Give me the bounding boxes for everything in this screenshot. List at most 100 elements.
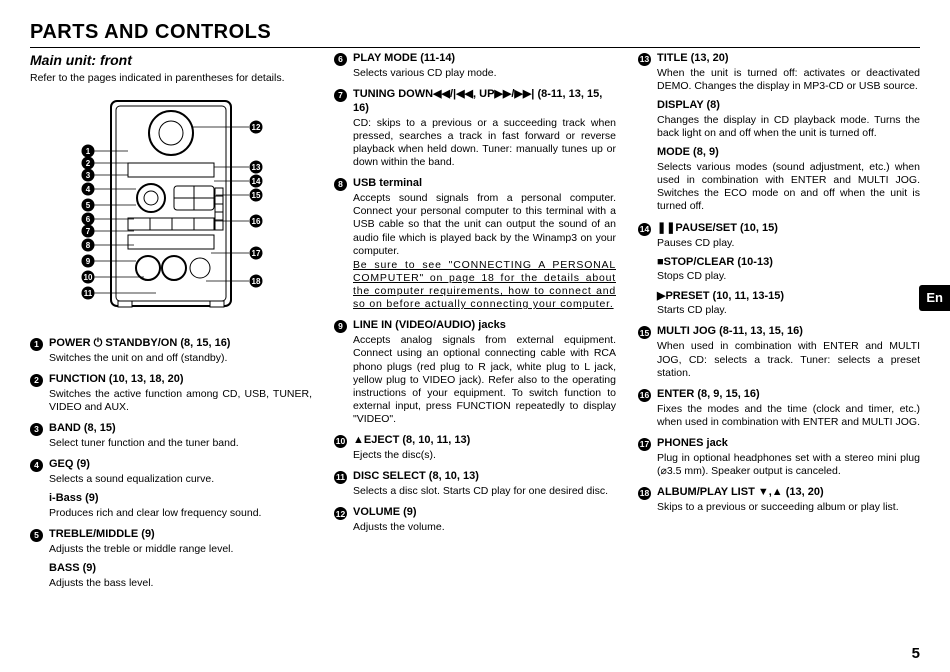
entry-body: Fixes the modes and the time (clock and … [657, 403, 920, 429]
subtitle-note: Refer to the pages indicated in parenthe… [30, 72, 312, 85]
sub-entry: BASS (9)Adjusts the bass level. [49, 562, 312, 590]
svg-text:18: 18 [252, 277, 261, 286]
entry-3: 3BAND (8, 15)Select tuner function and t… [30, 422, 312, 450]
sub-body: Selects various modes (sound adjustment,… [657, 161, 920, 214]
sub-body: Starts CD play. [657, 304, 920, 317]
callout-number-13: 13 [638, 53, 651, 66]
sub-entry: DISPLAY (8)Changes the display in CD pla… [657, 99, 920, 140]
entry-title: TREBLE/MIDDLE (9) [49, 528, 155, 542]
subtitle: Main unit: front [30, 52, 312, 70]
entry-title: ENTER (8, 9, 15, 16) [657, 388, 760, 402]
svg-text:2: 2 [86, 159, 91, 168]
entry-17: 17 PHONES jackPlug in optional headphones… [638, 437, 920, 478]
sub-title: ■STOP/CLEAR (10-13) [657, 256, 920, 270]
entry-body: Selects various CD play mode. [353, 67, 616, 80]
sub-entry: ■STOP/CLEAR (10-13)Stops CD play. [657, 256, 920, 284]
entry-title: GEQ (9) [49, 458, 90, 472]
columns: Main unit: front Refer to the pages indi… [30, 52, 920, 598]
svg-text:11: 11 [84, 289, 93, 298]
svg-text:6: 6 [86, 215, 91, 224]
entry-body: Accepts sound signals from a personal co… [353, 192, 616, 258]
sub-title: ▶PRESET (10, 11, 13-15) [657, 290, 920, 304]
callout-number-14: 14 [638, 223, 651, 236]
entry-body: When used in combination with ENTER and … [657, 340, 920, 379]
entry-5: 5 TREBLE/MIDDLE (9)Adjusts the treble or … [30, 528, 312, 590]
entry-title: VOLUME (9) [353, 506, 417, 520]
svg-text:7: 7 [86, 227, 91, 236]
entry-11: 11DISC SELECT (8, 10, 13)Selects a disc … [334, 470, 616, 498]
entry-9: 9 LINE IN (VIDEO/AUDIO) jacksAccepts anal… [334, 319, 616, 426]
entry-title: PHONES jack [657, 437, 728, 451]
entry-title: POWER ⏻ STANDBY/ON (8, 15, 16) [49, 337, 230, 351]
entry-body: Skips to a previous or succeeding album … [657, 501, 920, 514]
svg-text:1: 1 [86, 147, 91, 156]
entry-body: Accepts analog signals from external equ… [353, 334, 616, 426]
callout-number-17: 17 [638, 438, 651, 451]
column-1: Main unit: front Refer to the pages indi… [30, 52, 312, 598]
entry-2: 2 FUNCTION (10, 13, 18, 20)Switches the a… [30, 373, 312, 414]
svg-text:9: 9 [86, 257, 91, 266]
language-tab-en: En [919, 285, 950, 311]
callout-number-4: 4 [30, 459, 43, 472]
entry-body: Select tuner function and the tuner band… [49, 437, 312, 450]
page-title: PARTS AND CONTROLS [30, 20, 920, 45]
callout-number-18: 18 [638, 487, 651, 500]
device-diagram-svg: 1234567891011 12131415161718 [56, 93, 286, 323]
entry-title: LINE IN (VIDEO/AUDIO) jacks [353, 319, 506, 333]
entry-body: When the unit is turned off: activates o… [657, 67, 920, 93]
callout-number-12: 12 [334, 507, 347, 520]
entry-7: 7TUNING DOWN◀◀/|◀◀, UP▶▶/▶▶| (8-11, 13, … [334, 88, 616, 169]
sub-entry: ▶PRESET (10, 11, 13-15)Starts CD play. [657, 290, 920, 318]
callout-number-8: 8 [334, 178, 347, 191]
callout-number-6: 6 [334, 53, 347, 66]
entry-13: 13 TITLE (13, 20)When the unit is turned … [638, 52, 920, 214]
entry-body: Switches the active function among CD, U… [49, 388, 312, 414]
svg-text:13: 13 [252, 163, 261, 172]
sub-entry: i-Bass (9)Produces rich and clear low fr… [49, 492, 312, 520]
entry-title: TITLE (13, 20) [657, 52, 729, 66]
sub-title: DISPLAY (8) [657, 99, 920, 113]
entry-15: 15MULTI JOG (8-11, 13, 15, 16)When used … [638, 325, 920, 379]
entry-8: 8USB terminalAccepts sound signals from … [334, 177, 616, 311]
callout-number-9: 9 [334, 320, 347, 333]
entry-body-underline: Be sure to see "CONNECTING A PERSONAL CO… [353, 259, 616, 312]
svg-text:14: 14 [252, 177, 261, 186]
entry-body: Switches the unit on and off (standby). [49, 352, 312, 365]
svg-text:5: 5 [86, 201, 91, 210]
page-number: 5 [912, 645, 920, 664]
svg-text:16: 16 [252, 217, 261, 226]
main-unit-diagram: 1234567891011 12131415161718 [30, 93, 312, 323]
svg-text:15: 15 [252, 191, 261, 200]
svg-text:17: 17 [252, 249, 261, 258]
callout-number-5: 5 [30, 529, 43, 542]
svg-text:12: 12 [252, 123, 261, 132]
entry-body: Adjusts the treble or middle range level… [49, 543, 312, 556]
callout-number-2: 2 [30, 374, 43, 387]
sub-body: Changes the display in CD playback mode.… [657, 114, 920, 140]
entry-body: Selects a sound equalization curve. [49, 473, 312, 486]
sub-title: MODE (8, 9) [657, 146, 920, 160]
sub-entry: MODE (8, 9)Selects various modes (sound … [657, 146, 920, 213]
entry-title: ALBUM/PLAY LIST ▼,▲ (13, 20) [657, 486, 824, 500]
sub-body: Produces rich and clear low frequency so… [49, 507, 312, 520]
entry-14: 14 ❚❚PAUSE/SET (10, 15)Pauses CD play. ■ST… [638, 222, 920, 318]
entry-1: 1POWER ⏻ STANDBY/ON (8, 15, 16)Switches … [30, 337, 312, 365]
callout-number-10: 10 [334, 435, 347, 448]
entry-title: PLAY MODE (11-14) [353, 52, 455, 66]
title-rule [30, 47, 920, 48]
entry-body: Plug in optional headphones set with a s… [657, 452, 920, 478]
entry-6: 6 PLAY MODE (11-14)Selects various CD pla… [334, 52, 616, 80]
callout-number-11: 11 [334, 471, 347, 484]
svg-text:4: 4 [86, 185, 91, 194]
sub-body: Stops CD play. [657, 270, 920, 283]
column-2: 6 PLAY MODE (11-14)Selects various CD pla… [334, 52, 616, 598]
column-3: 13 TITLE (13, 20)When the unit is turned … [638, 52, 920, 598]
entry-10: 10▲EJECT (8, 10, 11, 13)Ejects the disc(… [334, 434, 616, 462]
entry-title: ❚❚PAUSE/SET (10, 15) [657, 222, 778, 236]
sub-body: Adjusts the bass level. [49, 577, 312, 590]
callout-number-15: 15 [638, 326, 651, 339]
entry-4: 4 GEQ (9)Selects a sound equalization cur… [30, 458, 312, 520]
entry-title: FUNCTION (10, 13, 18, 20) [49, 373, 184, 387]
entry-body: Pauses CD play. [657, 237, 920, 250]
entry-body: Ejects the disc(s). [353, 449, 616, 462]
